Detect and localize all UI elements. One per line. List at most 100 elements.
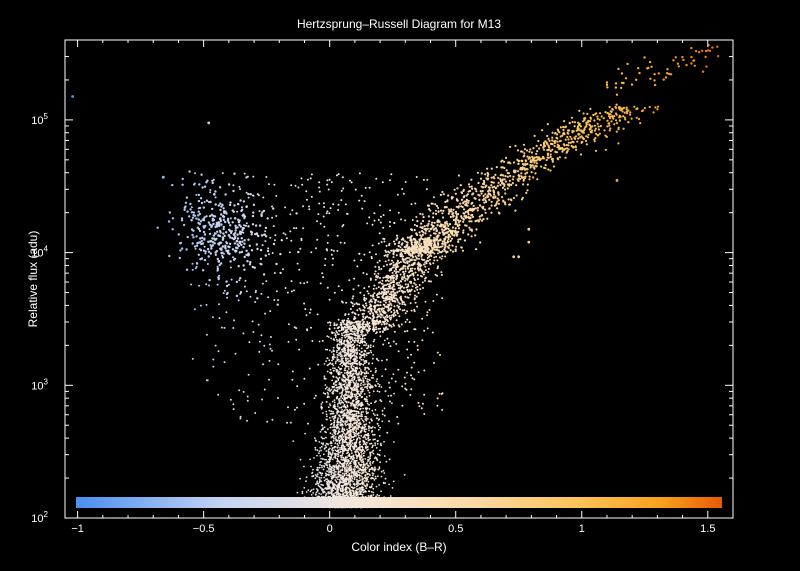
- star-point: [483, 201, 486, 204]
- star-point: [360, 417, 363, 420]
- star-point: [352, 354, 354, 357]
- star-point: [390, 307, 393, 310]
- star-point: [362, 443, 365, 446]
- star-point: [351, 297, 354, 300]
- star-point: [371, 462, 374, 464]
- star-point: [414, 301, 417, 304]
- star-point: [354, 492, 357, 495]
- star-point: [547, 168, 550, 171]
- star-point: [356, 437, 359, 440]
- star-point: [455, 233, 458, 236]
- star-point: [374, 426, 376, 429]
- star-point: [584, 117, 587, 120]
- star-point: [394, 272, 397, 275]
- star-point: [345, 366, 347, 368]
- star-point: [338, 397, 341, 400]
- star-point: [347, 355, 350, 357]
- star-point: [542, 142, 546, 145]
- star-point: [351, 373, 354, 376]
- star-point: [366, 321, 369, 323]
- star-point: [327, 428, 329, 431]
- star-point: [594, 149, 598, 152]
- star-point: [479, 177, 483, 180]
- star-point: [340, 399, 342, 402]
- star-point: [420, 264, 423, 267]
- star-point: [364, 447, 367, 449]
- star-point: [330, 473, 333, 476]
- star-point: [326, 415, 328, 418]
- star-point: [463, 215, 466, 218]
- star-point: [373, 292, 376, 295]
- star-point: [344, 380, 346, 383]
- star-point: [340, 418, 343, 421]
- star-point: [349, 480, 352, 483]
- star-point: [371, 483, 374, 486]
- star-point: [457, 213, 460, 216]
- star-point: [357, 390, 360, 393]
- star-point: [329, 492, 332, 494]
- star-point: [349, 379, 352, 382]
- star-point: [599, 112, 602, 115]
- star-point: [363, 428, 366, 431]
- star-point: [355, 471, 357, 473]
- star-point: [345, 353, 348, 356]
- star-point: [375, 477, 377, 480]
- star-point: [313, 397, 316, 400]
- star-point: [369, 495, 372, 498]
- star-point: [341, 424, 344, 426]
- star-point: [594, 137, 597, 140]
- star-point: [355, 380, 358, 382]
- star-point: [362, 455, 365, 457]
- star-point: [314, 473, 317, 476]
- star-point: [370, 442, 373, 445]
- star-point: [343, 403, 346, 406]
- star-point: [590, 131, 593, 134]
- star-point: [553, 144, 556, 148]
- star-point: [447, 212, 450, 215]
- star-point: [519, 177, 522, 180]
- star-point: [413, 277, 416, 280]
- star-point: [377, 428, 380, 431]
- star-point: [441, 190, 444, 194]
- star-point: [411, 255, 414, 258]
- star-point: [352, 431, 354, 433]
- star-point: [355, 427, 358, 429]
- star-point: [444, 241, 447, 244]
- star-point: [356, 450, 359, 453]
- star-point: [323, 448, 326, 450]
- star-point: [357, 405, 359, 407]
- star-point: [337, 318, 340, 321]
- star-point: [370, 305, 373, 307]
- star-point: [331, 351, 333, 353]
- star-point: [380, 470, 383, 473]
- star-point: [355, 382, 358, 384]
- star-point: [328, 349, 331, 352]
- star-point: [345, 469, 348, 471]
- star-point: [338, 479, 341, 481]
- star-point: [573, 121, 577, 124]
- star-point: [321, 424, 324, 427]
- star-point: [328, 483, 330, 486]
- star-point: [316, 454, 318, 457]
- star-point: [387, 287, 390, 290]
- star-point: [327, 450, 330, 452]
- star-point: [340, 421, 342, 424]
- star-point: [420, 222, 423, 225]
- star-point: [423, 243, 426, 246]
- star-point: [336, 432, 339, 435]
- star-point: [471, 215, 475, 218]
- star-point: [337, 493, 340, 496]
- star-point: [330, 491, 333, 494]
- star-point: [383, 254, 386, 257]
- star-point: [374, 384, 377, 387]
- star-point: [387, 250, 390, 253]
- star-point: [336, 356, 339, 359]
- star-point: [376, 276, 379, 279]
- star-point: [359, 437, 361, 440]
- star-point: [343, 385, 346, 388]
- star-point: [459, 184, 462, 187]
- star-point: [580, 130, 583, 133]
- star-point: [320, 445, 323, 448]
- star-point: [473, 197, 476, 200]
- star-point: [357, 339, 360, 341]
